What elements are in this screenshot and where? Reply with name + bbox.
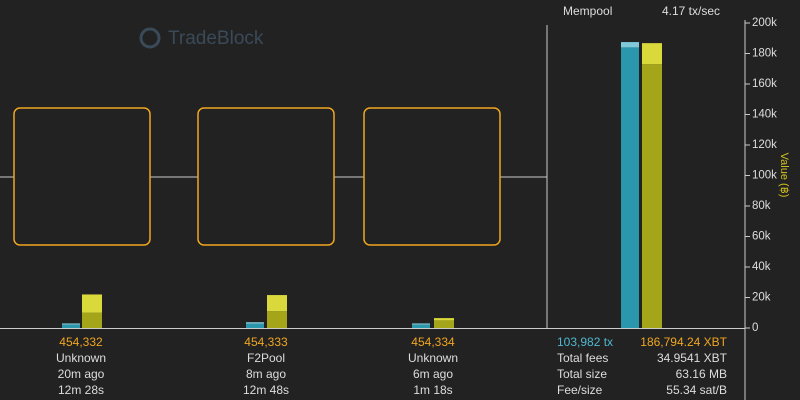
block-ago: 8m ago (246, 367, 286, 381)
block-miner: Unknown (56, 351, 106, 365)
stat-label: Total fees (557, 351, 608, 365)
stat-value: 63.16 MB (676, 367, 727, 381)
logo-text: TradeBlock (168, 28, 264, 49)
bar-segment (82, 294, 102, 313)
block-box (197, 107, 335, 246)
y-tick-label: 60k (752, 231, 771, 243)
bar-segment (621, 42, 639, 48)
y-tick-label: 140k (752, 109, 777, 121)
y-axis-label: Value (฿) (778, 153, 790, 198)
bar-segment (642, 43, 662, 65)
block-miner: Unknown (408, 351, 458, 365)
bar-segment (246, 323, 264, 328)
bar-segment (62, 323, 80, 325)
y-tick-label: 200k (752, 17, 777, 29)
y-tick-label: 180k (752, 48, 777, 60)
block-duration: 12m 48s (243, 383, 289, 397)
bar-segment (412, 323, 430, 325)
y-tick-label: 100k (752, 170, 777, 182)
block-height: 454,334 (411, 335, 455, 349)
y-tick-label: 120k (752, 139, 777, 151)
block-height: 454,332 (59, 335, 103, 349)
stat-label: Total size (557, 367, 607, 381)
mempool-rate: 4.17 tx/sec (662, 4, 720, 18)
bar-segment (412, 324, 430, 328)
stat-value: 34.9541 XBT (657, 351, 728, 365)
bar-segment (642, 64, 662, 329)
bar-segment (62, 324, 80, 328)
bar-segment (82, 312, 102, 328)
block-duration: 1m 18s (413, 383, 452, 397)
bar-segment (267, 311, 287, 328)
block-ago: 6m ago (413, 367, 453, 381)
bar-segment (621, 47, 639, 329)
y-tick-label: 0 (752, 322, 758, 334)
y-tick-label: 20k (752, 292, 771, 304)
logo: TradeBlock (139, 27, 264, 49)
bar-segment (434, 320, 454, 328)
y-tick-label: 40k (752, 261, 771, 273)
stat-value: 55.34 sat/B (666, 383, 727, 397)
block-duration: 12m 28s (58, 383, 104, 397)
mempool-value: 186,794.24 XBT (640, 335, 727, 349)
block-height: 454,333 (244, 335, 288, 349)
logo-icon (139, 27, 161, 49)
block-box (13, 107, 151, 246)
mempool-tx: 103,982 tx (557, 335, 613, 349)
bar-segment (246, 322, 264, 324)
stat-label: Fee/size (557, 383, 603, 397)
block-miner: F2Pool (247, 351, 285, 365)
bar-segment (434, 318, 454, 321)
mempool-title: Mempool (563, 4, 612, 18)
bar-segment (267, 295, 287, 312)
y-tick-label: 80k (752, 200, 771, 212)
block-box (363, 107, 501, 246)
block-ago: 20m ago (58, 367, 105, 381)
y-tick-label: 160k (752, 78, 777, 90)
